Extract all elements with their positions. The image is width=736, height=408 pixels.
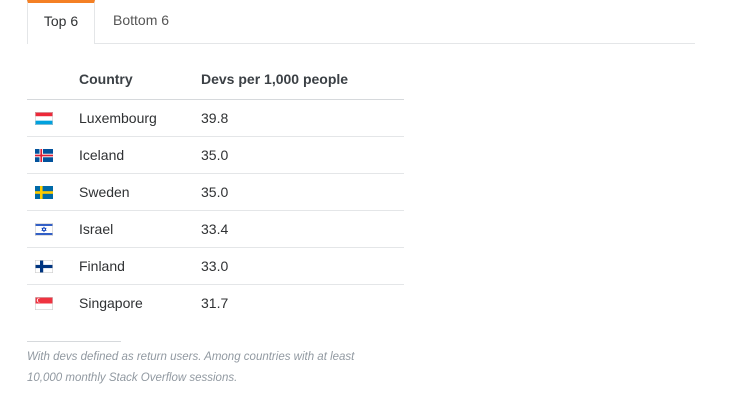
devs-value: 35.0 xyxy=(201,147,229,163)
singapore-flag-icon xyxy=(35,297,53,310)
table-row: Sweden 35.0 xyxy=(27,174,404,211)
country-name: Sweden xyxy=(79,184,130,200)
country-name: Israel xyxy=(79,221,114,237)
luxembourg-flag-icon xyxy=(35,112,53,125)
table-row: Iceland 35.0 xyxy=(27,137,404,174)
country-name: Luxembourg xyxy=(79,110,157,126)
devs-value: 35.0 xyxy=(201,184,229,200)
israel-flag-icon xyxy=(35,223,53,236)
footnote-divider xyxy=(27,341,121,342)
country-name: Singapore xyxy=(79,295,143,311)
tab-top-6[interactable]: Top 6 xyxy=(27,0,95,44)
devs-value: 31.7 xyxy=(201,295,229,311)
footnote: With devs defined as return users. Among… xyxy=(27,351,355,384)
tab-bottom-6[interactable]: Bottom 6 xyxy=(113,12,170,28)
column-header-devs: Devs per 1,000 people xyxy=(201,71,349,87)
tab-bar: Top 6 Bottom 6 xyxy=(27,0,695,44)
devs-value: 39.8 xyxy=(201,110,229,126)
table-row: Singapore 31.7 xyxy=(27,285,404,321)
table-row: Finland 33.0 xyxy=(27,248,404,285)
column-header-country: Country xyxy=(79,71,133,87)
country-name: Finland xyxy=(79,258,125,274)
sweden-flag-icon xyxy=(35,186,53,199)
table-header: Country Devs per 1,000 people xyxy=(27,60,404,100)
finland-flag-icon xyxy=(35,260,53,273)
table-row: Israel 33.4 xyxy=(27,211,404,248)
devs-value: 33.0 xyxy=(201,258,229,274)
devs-table: Country Devs per 1,000 people Luxembourg… xyxy=(27,60,404,321)
devs-value: 33.4 xyxy=(201,221,229,237)
table-row: Luxembourg 39.8 xyxy=(27,100,404,137)
country-name: Iceland xyxy=(79,147,125,163)
iceland-flag-icon xyxy=(35,149,53,162)
